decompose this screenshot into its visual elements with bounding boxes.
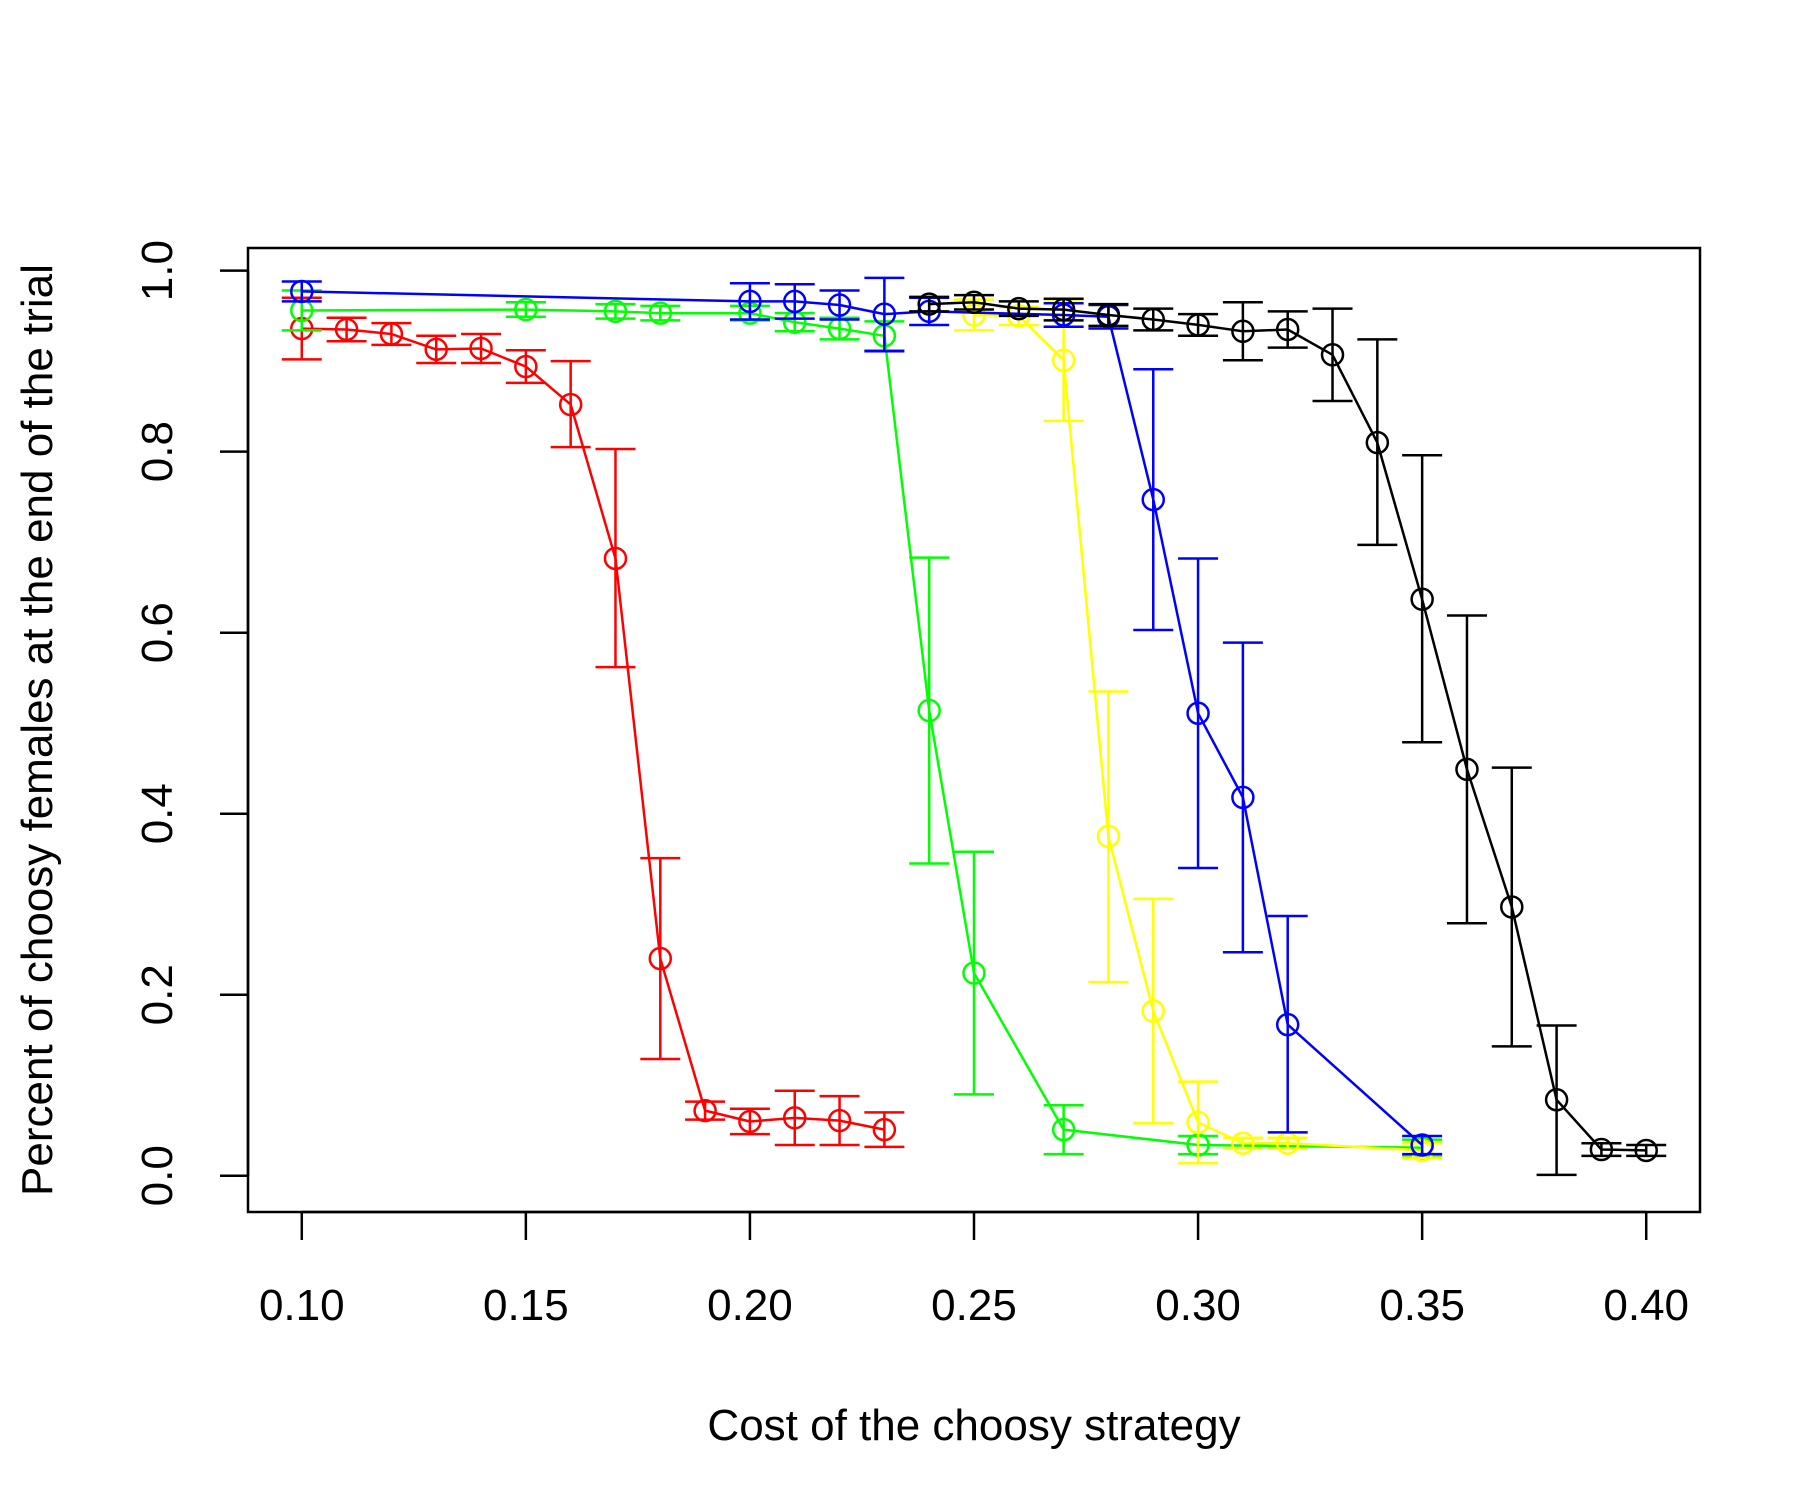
data-point (1186, 313, 1210, 337)
data-point (1141, 307, 1166, 332)
data-point (782, 289, 807, 314)
series-line-red (301, 327, 885, 1131)
x-tick-label: 0.20 (707, 1281, 793, 1330)
series-red (281, 296, 905, 1149)
data-point (290, 279, 314, 304)
data-point (514, 297, 538, 322)
data-point (1231, 785, 1255, 810)
x-tick-label: 0.40 (1603, 1281, 1689, 1330)
y-tick-label: 1.0 (133, 240, 182, 301)
data-point (1544, 1088, 1569, 1112)
data-point (1589, 1137, 1614, 1162)
data-point (738, 1109, 762, 1134)
data-point (1051, 297, 1076, 322)
data-point (514, 354, 538, 379)
data-point (1365, 430, 1390, 455)
data-point (1275, 317, 1300, 342)
data-point (962, 290, 986, 315)
data-point (827, 293, 852, 317)
data-point (1051, 1117, 1076, 1142)
data-point (558, 392, 583, 417)
y-tick-label: 0.4 (133, 783, 182, 844)
data-point (1410, 1133, 1434, 1157)
y-tick-label: 0.2 (133, 964, 182, 1025)
data-point (1051, 348, 1076, 372)
data-point (917, 698, 941, 723)
data-point (1096, 303, 1121, 327)
x-axis-title: Cost of the choosy strategy (707, 1401, 1240, 1450)
x-tick-label: 0.25 (931, 1281, 1017, 1330)
data-point (872, 302, 897, 326)
x-tick-label: 0.30 (1155, 1281, 1241, 1330)
data-point (1186, 1110, 1210, 1135)
data-point (872, 1117, 897, 1142)
data-point (1410, 587, 1434, 611)
data-point (648, 301, 673, 325)
series-line-green (301, 308, 1423, 1149)
data-point (782, 1106, 807, 1130)
series-layer (281, 276, 1667, 1177)
data-point (917, 292, 941, 316)
y-tick-label: 0.0 (133, 1145, 182, 1206)
data-point (1455, 757, 1479, 782)
data-point (334, 317, 359, 342)
series-line-blue (301, 290, 1423, 1146)
data-point (1096, 824, 1121, 849)
data-point (648, 946, 673, 971)
data-point (738, 289, 762, 314)
data-point (603, 546, 628, 571)
data-point (1007, 296, 1031, 321)
data-point (1275, 1012, 1300, 1037)
y-axis: 0.0 0.2 0.4 0.6 0.8 1.0 (133, 240, 250, 1206)
data-point (424, 337, 448, 362)
series-blue (281, 276, 1443, 1157)
data-point (379, 322, 404, 346)
y-tick-label: 0.8 (133, 421, 182, 482)
data-point (1231, 1131, 1255, 1155)
data-point (1231, 319, 1255, 344)
y-tick-label: 0.6 (133, 602, 182, 663)
data-point (1320, 343, 1345, 367)
data-point (962, 961, 986, 985)
data-point (827, 1108, 852, 1133)
y-axis-title: Percent of choosy females at the end of … (13, 264, 62, 1196)
series-black (909, 290, 1667, 1177)
x-tick-label: 0.10 (259, 1281, 345, 1330)
data-point (1186, 701, 1210, 726)
data-point (693, 1098, 717, 1123)
data-point (603, 299, 628, 324)
data-point (469, 336, 493, 361)
x-tick-label: 0.35 (1379, 1281, 1465, 1330)
x-tick-label: 0.15 (483, 1281, 569, 1330)
series-green (281, 289, 1443, 1160)
data-point (1141, 487, 1166, 512)
data-point (1141, 999, 1166, 1023)
data-point (1500, 895, 1524, 919)
x-axis: 0.10 0.15 0.20 0.25 0.30 0.35 0.40 (259, 1210, 1689, 1330)
data-point (1634, 1138, 1658, 1163)
